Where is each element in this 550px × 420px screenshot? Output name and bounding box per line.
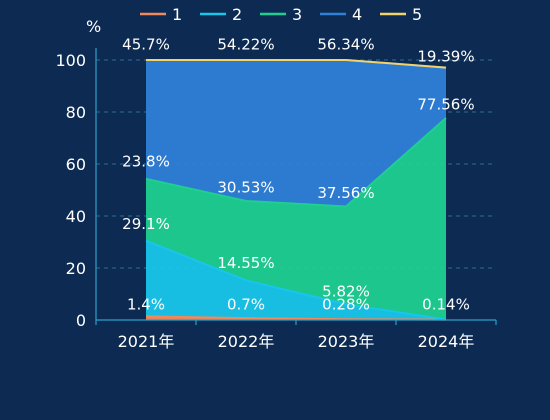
data-label-series-3-3: 77.56% bbox=[417, 95, 474, 113]
data-label-series-1-0: 1.4% bbox=[127, 296, 165, 314]
area-series-1 bbox=[146, 316, 446, 320]
legend-item-2[interactable]: 2 bbox=[200, 5, 242, 24]
data-label-series-4-0: 45.7% bbox=[122, 36, 170, 54]
axes: 2021年 2022年 2023年 2024年 bbox=[95, 48, 497, 351]
line-series-5 bbox=[146, 59, 447, 69]
data-label-series-3-0: 23.8% bbox=[122, 153, 170, 171]
legend-item-4[interactable]: 4 bbox=[320, 5, 362, 24]
line-series-3 bbox=[145, 117, 447, 208]
area-layer bbox=[146, 60, 446, 320]
data-label-series-1-1: 0.7% bbox=[227, 296, 265, 314]
data-label-series-4-3: 19.39% bbox=[417, 47, 474, 65]
area-series-3 bbox=[146, 117, 446, 320]
data-label-series-2-2: 5.82% bbox=[322, 283, 370, 301]
y-tick-label-0: 0 bbox=[76, 311, 86, 330]
x-tick-label-2: 2023年 bbox=[318, 332, 375, 351]
line-series-2 bbox=[145, 239, 447, 321]
legend-item-1[interactable]: 1 bbox=[140, 5, 182, 24]
legend-item-5[interactable]: 5 bbox=[380, 5, 422, 24]
data-label-series-2-1: 14.55% bbox=[217, 254, 274, 272]
legend-label-3: 3 bbox=[292, 5, 302, 24]
data-label-series-3-2: 37.56% bbox=[317, 184, 374, 202]
legend-item-3[interactable]: 3 bbox=[260, 5, 302, 24]
y-tick-label-80: 80 bbox=[66, 103, 86, 122]
data-label-series-2-0: 29.1% bbox=[122, 215, 170, 233]
data-label-series-4-1: 54.22% bbox=[217, 36, 274, 54]
legend-label-5: 5 bbox=[412, 5, 422, 24]
y-tick-label-20: 20 bbox=[66, 259, 86, 278]
area-series-4 bbox=[146, 60, 446, 207]
data-label-series-3-1: 30.53% bbox=[217, 179, 274, 197]
x-tick-label-3: 2024年 bbox=[418, 332, 475, 351]
data-label-layer: 1.4% 0.7% 0.28% 0.14% 29.1% 14.55% 5.82% 23.8% 3… bbox=[122, 36, 474, 314]
y-tick-label-100: 100 bbox=[55, 51, 86, 70]
x-tick-label-1: 2022年 bbox=[218, 332, 275, 351]
area-series-2 bbox=[146, 240, 446, 320]
legend[interactable]: 1 2 3 4 5 bbox=[140, 5, 422, 24]
data-label-series-1-2: 0.28% bbox=[322, 296, 370, 314]
legend-label-2: 2 bbox=[232, 5, 242, 24]
legend-label-1: 1 bbox=[172, 5, 182, 24]
y-tick-label-40: 40 bbox=[66, 207, 86, 226]
data-label-series-4-2: 56.34% bbox=[317, 36, 374, 54]
data-label-series-1-3: 0.14% bbox=[422, 296, 470, 314]
y-tick-label-60: 60 bbox=[66, 155, 86, 174]
y-axis-unit-label: % bbox=[86, 17, 101, 36]
legend-label-4: 4 bbox=[352, 5, 362, 24]
x-tick-label-0: 2021年 bbox=[118, 332, 175, 351]
